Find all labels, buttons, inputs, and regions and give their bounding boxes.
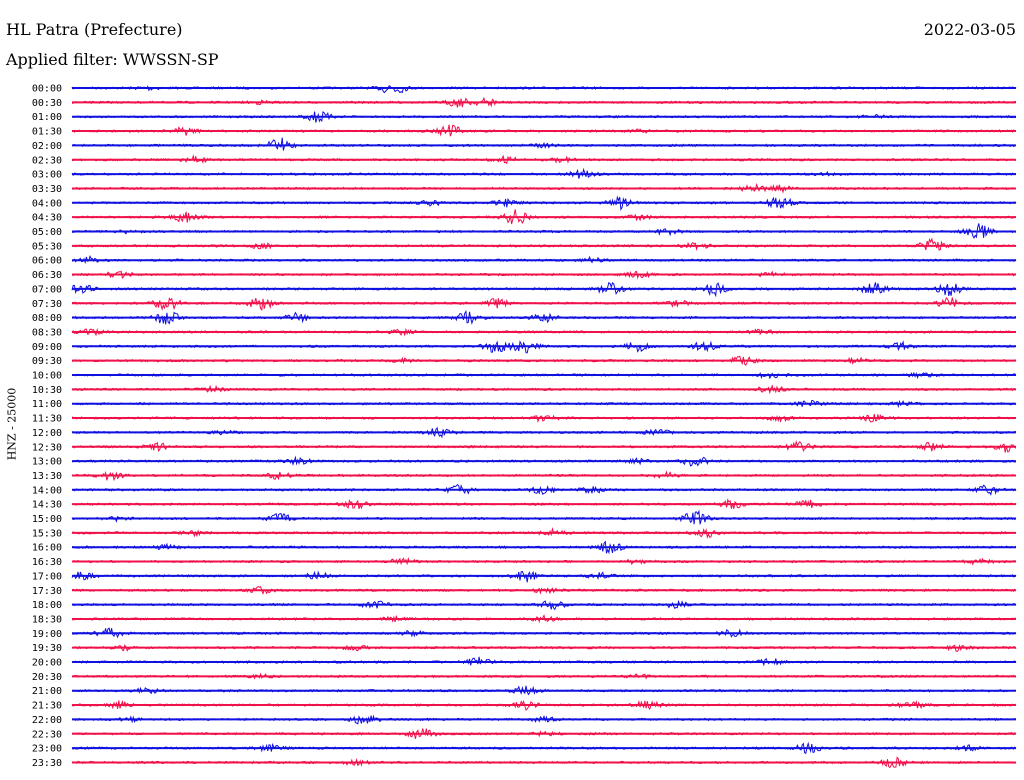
row-time-label: 08:30 [32,327,62,338]
row-time-label: 00:30 [32,98,62,109]
row-time-label: 13:30 [32,471,62,482]
row-time-label: 05:30 [32,241,62,252]
row-time-label: 23:30 [32,758,62,769]
filter-label: Applied filter: WWSSN-SP [6,50,219,69]
row-time-label: 17:00 [32,571,62,582]
row-time-label: 23:00 [32,744,62,755]
row-time-label: 16:00 [32,543,62,554]
row-time-label: 18:30 [32,614,62,625]
row-time-label: 19:00 [32,629,62,640]
row-time-label: 20:30 [32,672,62,683]
station-title: HL Patra (Prefecture) [6,20,183,39]
row-time-label: 16:30 [32,557,62,568]
row-time-label: 21:00 [32,686,62,697]
row-time-label: 20:00 [32,658,62,669]
seismic-trace [71,237,1017,251]
row-time-label: 04:00 [32,198,62,209]
row-time-label: 08:00 [32,313,62,324]
row-time-label: 01:00 [32,112,62,123]
row-time-label: 10:00 [32,371,62,382]
row-time-label: 14:30 [32,500,62,511]
row-time-label: 15:30 [32,528,62,539]
row-time-label: 09:30 [32,356,62,367]
row-time-label: 03:00 [32,170,62,181]
date-label: 2022-03-05 [923,20,1016,39]
row-time-label: 06:00 [32,256,62,267]
seismic-trace [71,570,1017,583]
seismic-trace [71,85,1017,94]
seismic-trace [71,137,1017,151]
row-time-label: 12:00 [32,428,62,439]
row-time-label: 03:30 [32,184,62,195]
row-time-label: 22:00 [32,715,62,726]
row-time-label: 09:00 [32,342,62,353]
row-time-label: 11:30 [32,414,62,425]
row-time-label: 14:00 [32,485,62,496]
row-time-label: 19:30 [32,643,62,654]
row-time-label: 06:30 [32,270,62,281]
row-time-label: 00:00 [32,84,62,95]
row-time-label: 13:00 [32,457,62,468]
row-time-label: 04:30 [32,213,62,224]
row-time-label: 07:00 [32,284,62,295]
row-time-label: 02:30 [32,155,62,166]
row-time-label: 11:00 [32,399,62,410]
row-time-label: 21:30 [32,701,62,712]
row-time-label: 05:00 [32,227,62,238]
row-time-label: 15:00 [32,514,62,525]
row-time-label: 12:30 [32,442,62,453]
row-time-label: 17:30 [32,586,62,597]
row-time-label: 01:30 [32,127,62,138]
row-time-label: 10:30 [32,385,62,396]
row-time-label: 07:30 [32,299,62,310]
row-time-label: 18:00 [32,600,62,611]
row-time-label: 02:00 [32,141,62,152]
row-time-label: 22:30 [32,729,62,740]
